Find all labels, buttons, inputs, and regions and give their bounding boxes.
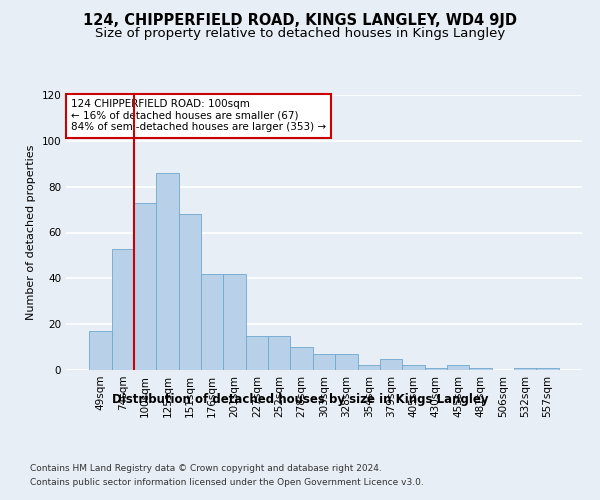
Bar — [536, 368, 559, 370]
Bar — [246, 336, 268, 370]
Bar — [335, 354, 358, 370]
Bar — [447, 366, 469, 370]
Text: Contains HM Land Registry data © Crown copyright and database right 2024.: Contains HM Land Registry data © Crown c… — [30, 464, 382, 473]
Bar — [89, 331, 112, 370]
Bar — [469, 368, 491, 370]
Text: 124, CHIPPERFIELD ROAD, KINGS LANGLEY, WD4 9JD: 124, CHIPPERFIELD ROAD, KINGS LANGLEY, W… — [83, 12, 517, 28]
Text: 124 CHIPPERFIELD ROAD: 100sqm
← 16% of detached houses are smaller (67)
84% of s: 124 CHIPPERFIELD ROAD: 100sqm ← 16% of d… — [71, 99, 326, 132]
Bar — [313, 354, 335, 370]
Bar — [358, 366, 380, 370]
Bar — [514, 368, 536, 370]
Y-axis label: Number of detached properties: Number of detached properties — [26, 145, 36, 320]
Bar — [112, 248, 134, 370]
Bar — [157, 173, 179, 370]
Bar — [223, 274, 246, 370]
Text: Distribution of detached houses by size in Kings Langley: Distribution of detached houses by size … — [112, 392, 488, 406]
Text: Contains public sector information licensed under the Open Government Licence v3: Contains public sector information licen… — [30, 478, 424, 487]
Bar — [402, 366, 425, 370]
Bar — [380, 358, 402, 370]
Bar — [134, 202, 157, 370]
Bar — [290, 347, 313, 370]
Bar — [179, 214, 201, 370]
Bar — [201, 274, 223, 370]
Text: Size of property relative to detached houses in Kings Langley: Size of property relative to detached ho… — [95, 28, 505, 40]
Bar — [268, 336, 290, 370]
Bar — [425, 368, 447, 370]
